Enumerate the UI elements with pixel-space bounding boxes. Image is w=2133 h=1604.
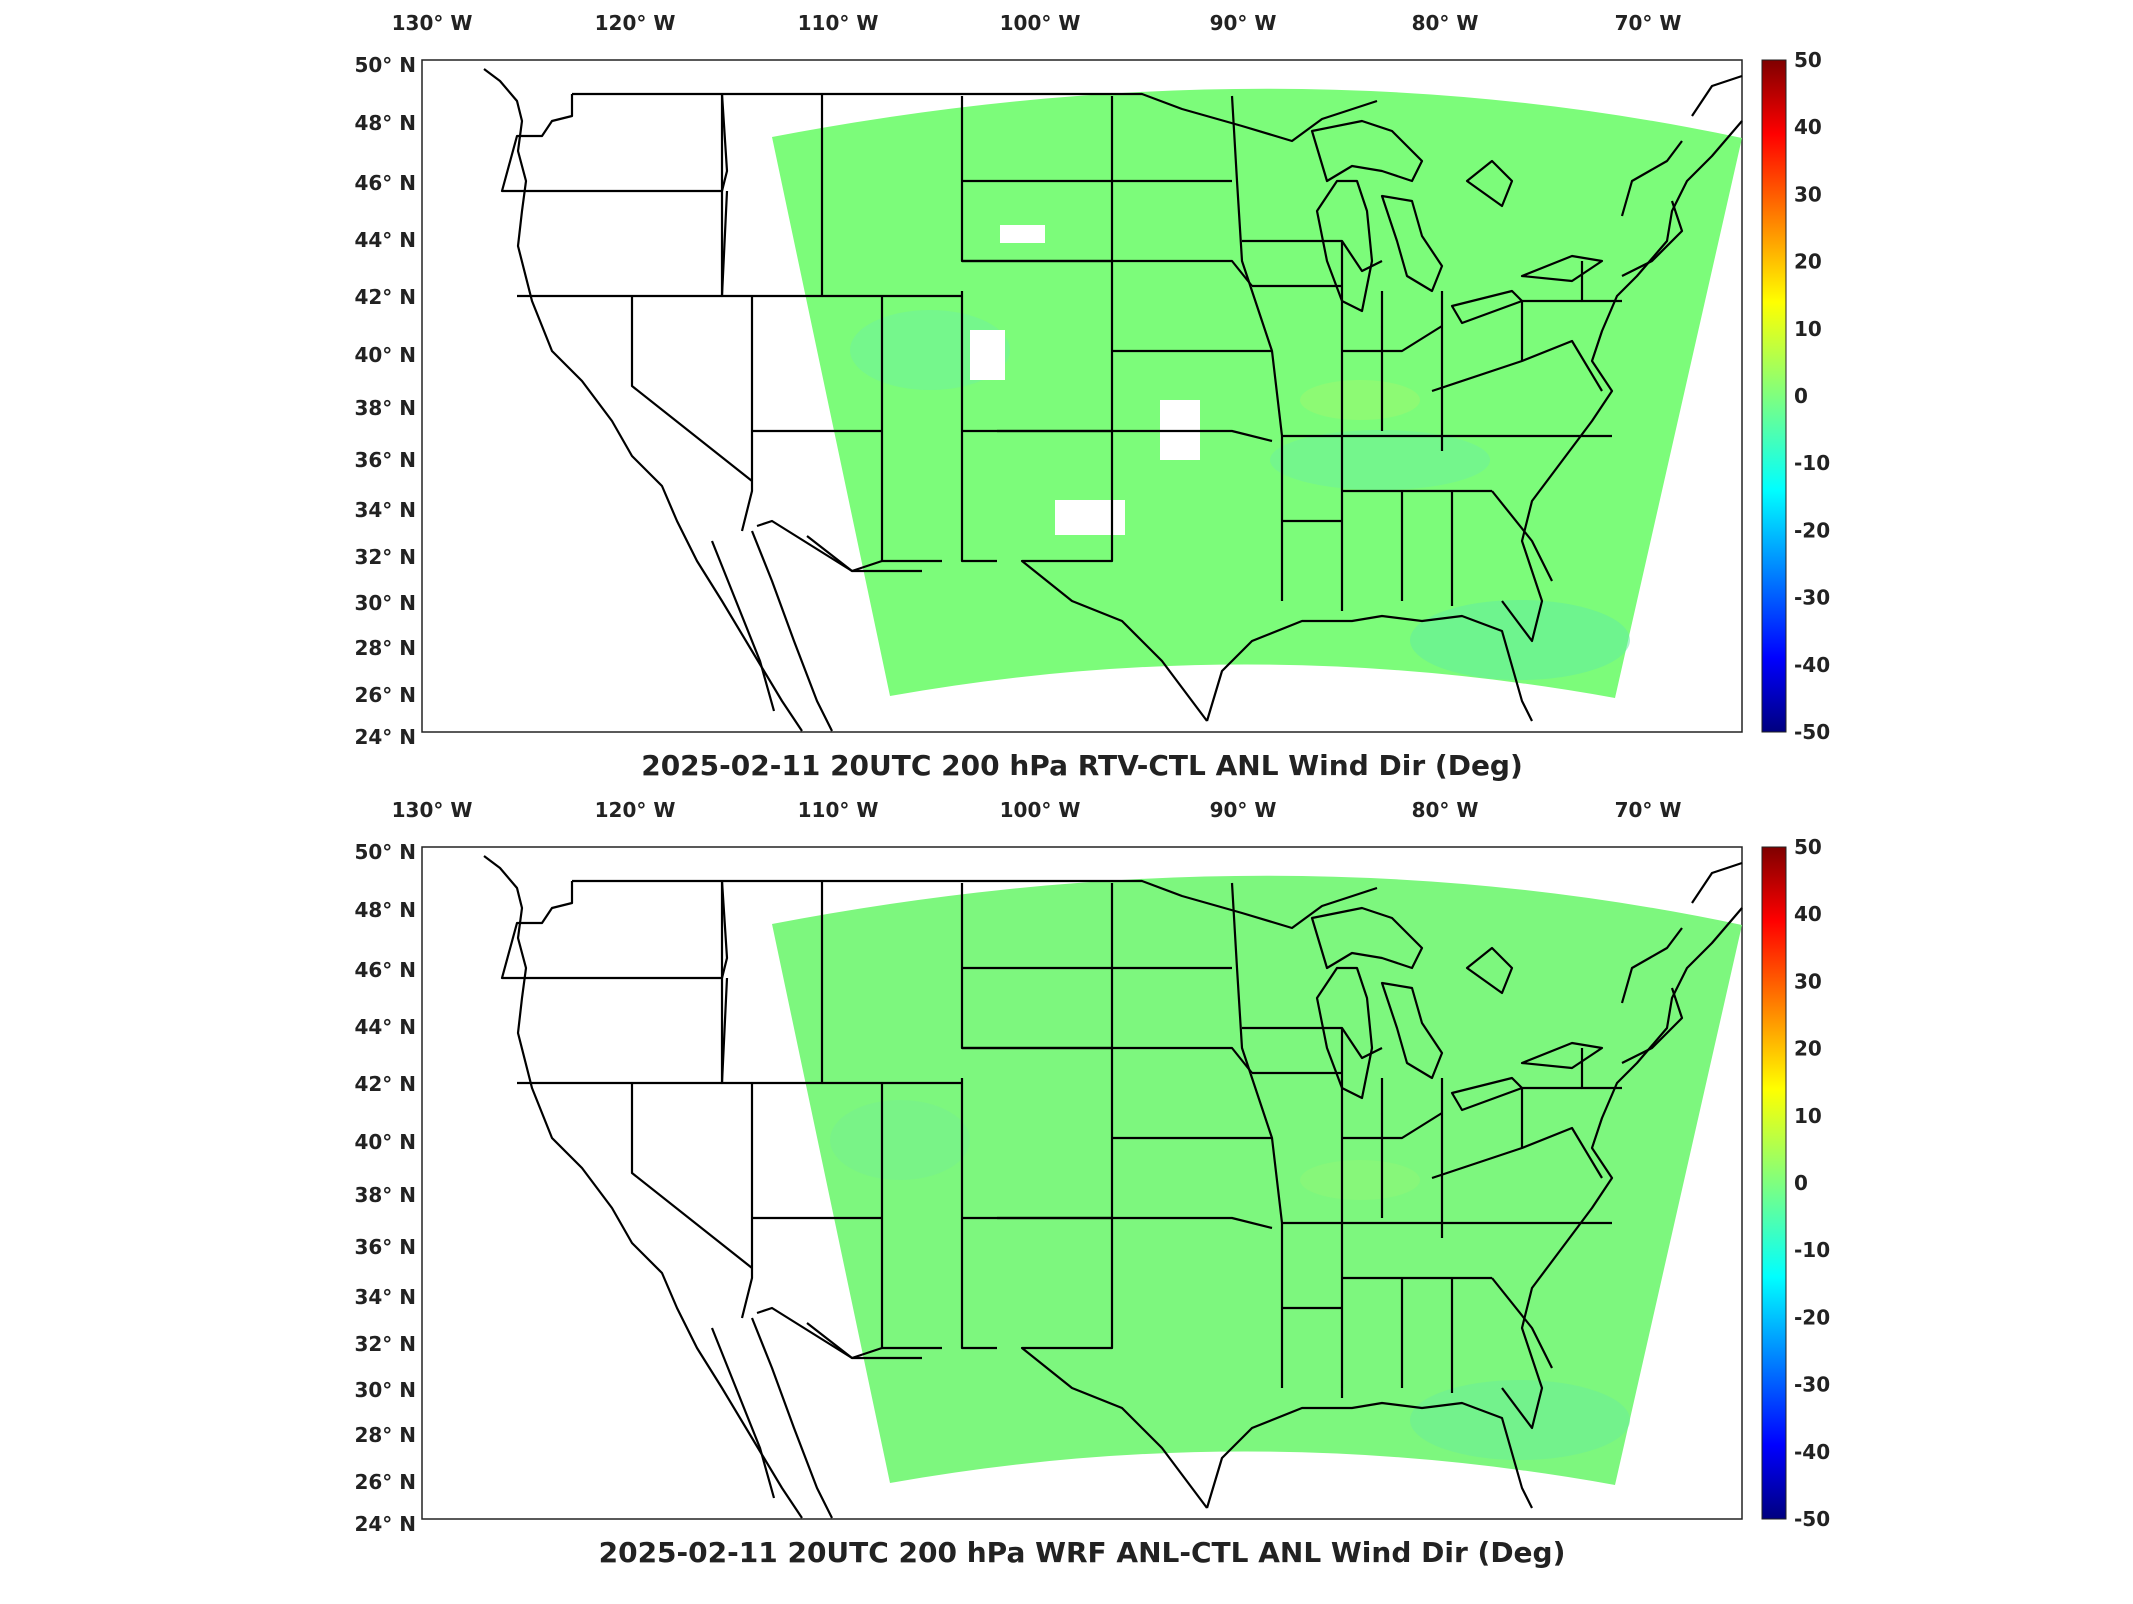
lon-tick-label: 100° W bbox=[1000, 11, 1081, 35]
lon-tick-label: 70° W bbox=[1615, 11, 1682, 35]
colorbar-tick-label: 10 bbox=[1794, 1104, 1822, 1128]
colorbar bbox=[1761, 59, 1787, 733]
lat-tick-label: 50° N bbox=[354, 840, 416, 864]
lat-tick-label: 34° N bbox=[354, 498, 416, 522]
colorbar-tick-label: 50 bbox=[1794, 48, 1822, 72]
lat-tick-label: 36° N bbox=[354, 448, 416, 472]
lat-tick-label: 38° N bbox=[354, 1183, 416, 1207]
colorbar-tick-label: 0 bbox=[1794, 384, 1808, 408]
lat-tick-label: 46° N bbox=[354, 958, 416, 982]
colorbar-tick-label: 10 bbox=[1794, 317, 1822, 341]
lat-tick-label: 42° N bbox=[354, 285, 416, 309]
colorbar-tick-label: -50 bbox=[1794, 1507, 1830, 1531]
colorbar-tick-label: 20 bbox=[1794, 1037, 1822, 1061]
lon-tick-label: 100° W bbox=[1000, 798, 1081, 822]
lon-tick-label: 120° W bbox=[595, 798, 676, 822]
lat-tick-label: 32° N bbox=[354, 1332, 416, 1356]
colorbar-tick-label: -50 bbox=[1794, 720, 1830, 744]
lat-axis-left: 50° N 48° N 46° N 44° N 42° N 40° N 38° N 36° N… bbox=[354, 840, 416, 1536]
lon-axis-top: 130° W 120° W 110° W 100° W 90° W 80° W 70° W bbox=[392, 11, 1682, 35]
wind-dir-difference-field bbox=[772, 875, 1742, 1485]
lon-tick-label: 120° W bbox=[595, 11, 676, 35]
lat-tick-label: 24° N bbox=[354, 725, 416, 749]
lon-tick-label: 130° W bbox=[392, 11, 473, 35]
lat-tick-label: 30° N bbox=[354, 591, 416, 615]
panel-title: 2025-02-11 20UTC 200 hPa RTV-CTL ANL Win… bbox=[641, 749, 1523, 782]
lat-tick-label: 26° N bbox=[354, 1470, 416, 1494]
lat-tick-label: 26° N bbox=[354, 683, 416, 707]
lon-tick-label: 80° W bbox=[1412, 11, 1479, 35]
colorbar-tick-label: 20 bbox=[1794, 250, 1822, 274]
colorbar-tick-label: -30 bbox=[1794, 586, 1830, 610]
colorbar-tick-label: -20 bbox=[1794, 1305, 1830, 1329]
lat-tick-label: 28° N bbox=[354, 1423, 416, 1447]
lon-tick-label: 110° W bbox=[798, 11, 879, 35]
lat-axis-left: 50° N 48° N 46° N 44° N 42° N 40° N 38° N 36° N… bbox=[354, 53, 416, 749]
colorbar-tick-label: 40 bbox=[1794, 115, 1822, 139]
lat-tick-label: 48° N bbox=[354, 111, 416, 135]
lat-tick-label: 32° N bbox=[354, 545, 416, 569]
colorbar-tick-label: -10 bbox=[1794, 451, 1830, 475]
map-panel-top: 130° W 120° W 110° W 100° W 90° W 80° W 70° W … bbox=[354, 11, 1830, 782]
lon-axis-top: 130° W 120° W 110° W 100° W 90° W 80° W 70° W bbox=[392, 798, 1682, 822]
lat-tick-label: 34° N bbox=[354, 1285, 416, 1309]
lat-tick-label: 28° N bbox=[354, 636, 416, 660]
colorbar-tick-label: 30 bbox=[1794, 182, 1822, 206]
lon-tick-label: 70° W bbox=[1615, 798, 1682, 822]
lon-tick-label: 110° W bbox=[798, 798, 879, 822]
colorbar-tick-label: 30 bbox=[1794, 969, 1822, 993]
lat-tick-label: 44° N bbox=[354, 1015, 416, 1039]
lon-tick-label: 90° W bbox=[1210, 798, 1277, 822]
lat-tick-label: 48° N bbox=[354, 898, 416, 922]
colorbar-tick-label: 50 bbox=[1794, 835, 1822, 859]
colorbar-tick-label: -20 bbox=[1794, 518, 1830, 542]
lat-tick-label: 24° N bbox=[354, 1512, 416, 1536]
lat-tick-label: 46° N bbox=[354, 171, 416, 195]
lat-tick-label: 44° N bbox=[354, 228, 416, 252]
field-variation bbox=[830, 1100, 1630, 1460]
colorbar-ticks: 50 40 30 20 10 0 -10 -20 -30 -40 -50 bbox=[1794, 835, 1830, 1531]
map-panel-bottom: 130° W 120° W 110° W 100° W 90° W 80° W 70° W … bbox=[354, 798, 1830, 1569]
wind-dir-difference-field bbox=[772, 88, 1742, 698]
colorbar-tick-label: -30 bbox=[1794, 1373, 1830, 1397]
lat-tick-label: 36° N bbox=[354, 1235, 416, 1259]
colorbar-tick-label: -40 bbox=[1794, 1440, 1830, 1464]
panel-title: 2025-02-11 20UTC 200 hPa WRF ANL-CTL ANL… bbox=[599, 1536, 1566, 1569]
colorbar-tick-label: -40 bbox=[1794, 653, 1830, 677]
colorbar-tick-label: 0 bbox=[1794, 1171, 1808, 1195]
lon-tick-label: 80° W bbox=[1412, 798, 1479, 822]
lat-tick-label: 40° N bbox=[354, 343, 416, 367]
colorbar-ticks: 50 40 30 20 10 0 -10 -20 -30 -40 -50 bbox=[1794, 48, 1830, 744]
colorbar-tick-label: -10 bbox=[1794, 1238, 1830, 1262]
lat-tick-label: 42° N bbox=[354, 1072, 416, 1096]
colorbar bbox=[1761, 846, 1787, 1520]
lat-tick-label: 50° N bbox=[354, 53, 416, 77]
lat-tick-label: 38° N bbox=[354, 396, 416, 420]
colorbar-tick-label: 40 bbox=[1794, 902, 1822, 926]
lon-tick-label: 130° W bbox=[392, 798, 473, 822]
lat-tick-label: 40° N bbox=[354, 1130, 416, 1154]
lat-tick-label: 30° N bbox=[354, 1378, 416, 1402]
lon-tick-label: 90° W bbox=[1210, 11, 1277, 35]
